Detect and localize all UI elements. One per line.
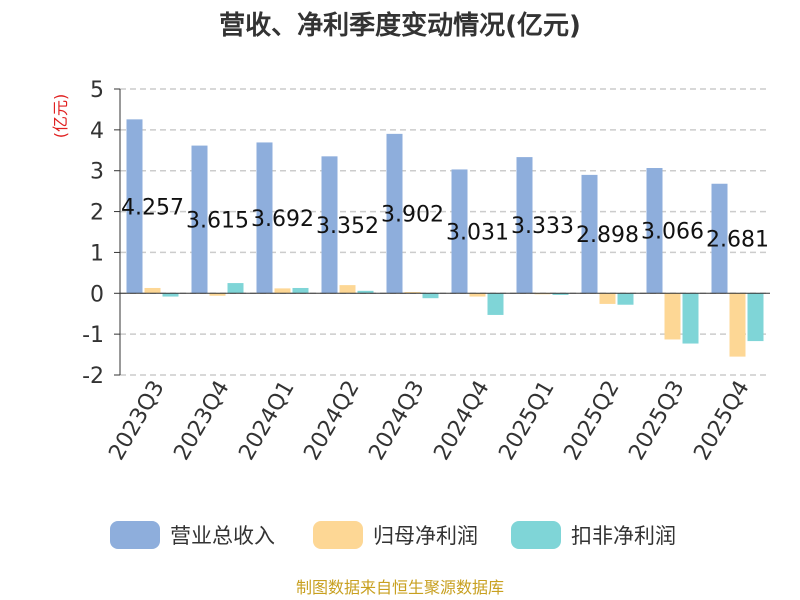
bar-net-profit xyxy=(144,287,161,294)
data-label: 3.333 xyxy=(511,214,574,239)
legend: 营业总收入 归母净利润 扣非净利润 xyxy=(110,521,676,549)
x-tick-label: 2025Q3 xyxy=(624,377,689,465)
bar-net-profit xyxy=(209,293,226,296)
bar-deducted-net-profit xyxy=(552,293,569,295)
data-label: 2.681 xyxy=(706,228,769,253)
data-label: 4.257 xyxy=(121,195,184,220)
y-tick-label: -2 xyxy=(82,364,104,389)
x-tick-label: 2024Q4 xyxy=(429,377,494,465)
x-tick-label: 2024Q1 xyxy=(234,377,299,465)
bar-deducted-net-profit xyxy=(617,293,634,305)
bar-net-profit xyxy=(339,285,356,294)
bar-deducted-net-profit xyxy=(747,293,764,342)
data-label: 3.692 xyxy=(251,207,314,232)
bar-revenue xyxy=(256,142,273,294)
y-tick-label: 2 xyxy=(90,201,104,226)
source-note: 制图数据来自恒生聚源数据库 xyxy=(296,578,504,597)
bar-net-profit xyxy=(729,293,746,357)
y-tick-label: 1 xyxy=(90,241,104,266)
bar-revenue xyxy=(516,157,533,294)
bar-net-profit xyxy=(469,293,486,297)
data-label: 3.615 xyxy=(186,208,249,233)
legend-label: 营业总收入 xyxy=(170,524,275,548)
x-tick-label: 2023Q4 xyxy=(169,377,234,465)
bar-deducted-net-profit xyxy=(422,293,439,299)
bar-deducted-net-profit xyxy=(487,293,504,315)
y-tick-label: 0 xyxy=(90,282,104,307)
bar-revenue xyxy=(581,174,598,294)
x-tick-label: 2023Q3 xyxy=(104,377,169,465)
bar-deducted-net-profit xyxy=(292,287,309,294)
y-tick-label: 4 xyxy=(90,119,104,144)
data-label: 2.898 xyxy=(576,223,639,248)
chart-title: 营收、净利季度变动情况(亿元) xyxy=(219,10,581,41)
bar-net-profit xyxy=(274,288,291,294)
x-tick-label: 2025Q2 xyxy=(559,377,624,465)
bar-revenue xyxy=(711,183,728,294)
bar-deducted-net-profit xyxy=(162,293,179,297)
data-label: 3.031 xyxy=(446,220,509,245)
bar-revenue xyxy=(191,145,208,294)
bar-revenue xyxy=(321,156,338,294)
x-tick-label: 2024Q2 xyxy=(299,377,364,465)
bar-revenue xyxy=(386,133,403,294)
data-label: 3.902 xyxy=(381,203,444,228)
legend-swatch xyxy=(110,521,160,549)
bar-deducted-net-profit xyxy=(227,283,244,294)
y-tick-label: 5 xyxy=(90,78,104,103)
bar-net-profit xyxy=(599,293,616,304)
bar-revenue xyxy=(451,169,468,294)
bar-net-profit xyxy=(664,293,681,340)
y-tick-label: 3 xyxy=(90,160,104,185)
x-tick-label: 2024Q3 xyxy=(364,377,429,465)
y-tick-label: -1 xyxy=(82,323,104,348)
legend-swatch xyxy=(511,521,561,549)
bar-revenue xyxy=(646,168,663,294)
bar-deducted-net-profit xyxy=(682,293,699,344)
bar-net-profit xyxy=(404,292,421,294)
legend-label: 扣非净利润 xyxy=(571,524,676,548)
data-label: 3.352 xyxy=(316,214,379,239)
bars xyxy=(126,119,764,357)
bar-revenue xyxy=(126,119,143,294)
bar-deducted-net-profit xyxy=(357,290,374,294)
legend-swatch xyxy=(313,521,363,549)
data-label: 3.066 xyxy=(641,220,704,245)
legend-label: 归母净利润 xyxy=(373,524,478,548)
y-axis-ticks: 5 4 3 2 1 0 -1 -2 xyxy=(82,78,104,389)
y-axis-unit-label: (亿元) xyxy=(51,94,70,139)
x-tick-label: 2025Q4 xyxy=(689,377,754,465)
x-tick-label: 2025Q1 xyxy=(494,377,559,465)
